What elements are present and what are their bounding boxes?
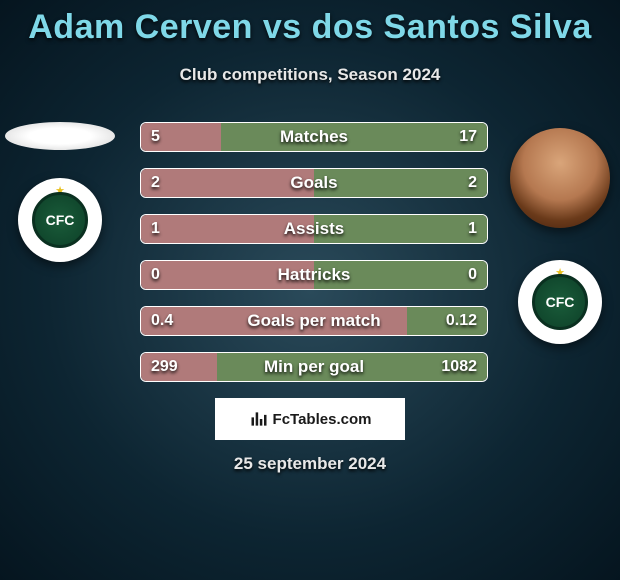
chart-icon: [249, 409, 269, 429]
attribution-text: FcTables.com: [273, 411, 372, 428]
stat-row: 2991082Min per goal: [140, 352, 488, 382]
club-badge-right: ★ CFC: [518, 260, 602, 344]
comparison-bars: 517Matches 22Goals 11Assists 00Hattricks 0.4…: [140, 122, 488, 398]
player-left-portrait: [5, 122, 115, 150]
stat-label: Goals per match: [141, 307, 487, 335]
stat-label: Matches: [141, 123, 487, 151]
stat-row: 517Matches: [140, 122, 488, 152]
stat-label: Hattricks: [141, 261, 487, 289]
player-right-portrait: [510, 128, 610, 228]
stat-label: Min per goal: [141, 353, 487, 381]
page-title: Adam Cerven vs dos Santos Silva: [0, 0, 620, 47]
stat-label: Goals: [141, 169, 487, 197]
stat-row: 11Assists: [140, 214, 488, 244]
club-badge-left: ★ CFC: [18, 178, 102, 262]
stat-label: Assists: [141, 215, 487, 243]
club-badge-right-inner: CFC: [532, 274, 588, 330]
stat-row: 00Hattricks: [140, 260, 488, 290]
club-badge-left-inner: CFC: [32, 192, 88, 248]
attribution-badge: FcTables.com: [215, 398, 405, 440]
stat-row: 22Goals: [140, 168, 488, 198]
subtitle: Club competitions, Season 2024: [0, 65, 620, 85]
date-label: 25 september 2024: [0, 454, 620, 474]
stat-row: 0.40.12Goals per match: [140, 306, 488, 336]
